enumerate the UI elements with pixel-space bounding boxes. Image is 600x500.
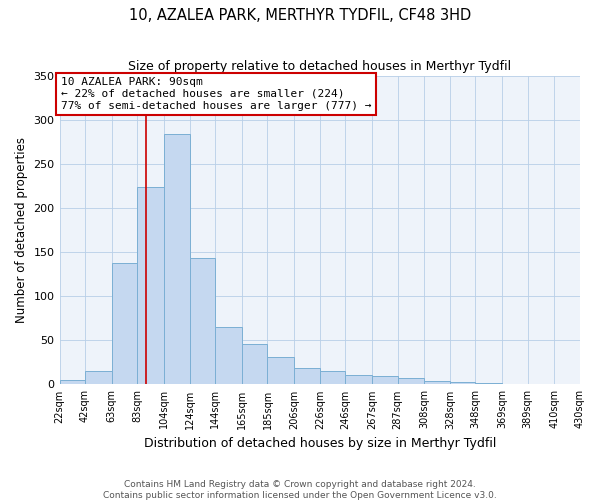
Bar (398, 378, 424, 384)
Title: Size of property relative to detached houses in Merthyr Tydfil: Size of property relative to detached ho… (128, 60, 511, 73)
X-axis label: Distribution of detached houses by size in Merthyr Tydfil: Distribution of detached houses by size … (143, 437, 496, 450)
Text: Contains HM Land Registry data © Crown copyright and database right 2024.
Contai: Contains HM Land Registry data © Crown c… (103, 480, 497, 500)
Bar (268, 357, 294, 384)
Y-axis label: Number of detached properties: Number of detached properties (15, 137, 28, 323)
Text: 10 AZALEA PARK: 90sqm
← 22% of detached houses are smaller (224)
77% of semi-det: 10 AZALEA PARK: 90sqm ← 22% of detached … (61, 78, 371, 110)
Bar (424, 381, 450, 384)
Bar (294, 368, 320, 384)
Bar (320, 371, 345, 384)
Bar (215, 327, 242, 384)
Bar (190, 258, 215, 384)
Bar (137, 187, 164, 384)
Bar (450, 382, 475, 384)
Bar (345, 374, 372, 384)
Bar (112, 262, 137, 384)
Bar (164, 134, 190, 384)
Bar (85, 371, 112, 384)
Bar (242, 344, 268, 385)
Bar (475, 382, 502, 384)
Text: 10, AZALEA PARK, MERTHYR TYDFIL, CF48 3HD: 10, AZALEA PARK, MERTHYR TYDFIL, CF48 3H… (129, 8, 471, 22)
Bar (59, 380, 85, 384)
Bar (372, 376, 398, 384)
